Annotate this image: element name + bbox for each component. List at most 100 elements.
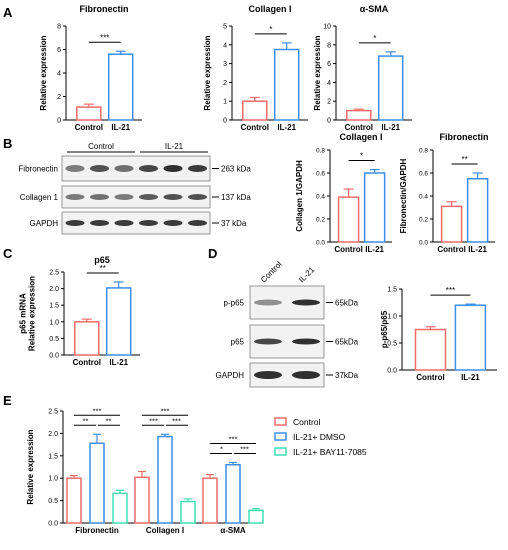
blot-row-label: Collagen 1: [20, 193, 59, 202]
legend-swatch: [274, 432, 287, 441]
blot-row-label: p-p65: [224, 299, 245, 308]
blot-size-label: 65kDa: [335, 299, 359, 308]
chart-title: Fibronectin: [80, 4, 129, 14]
blot-band: [254, 338, 282, 345]
chart-title: Fibronectin: [440, 132, 489, 142]
y-tick-label: 0.0: [48, 521, 58, 528]
x-tick-label: Control: [75, 123, 103, 132]
lane-label: Control: [259, 260, 284, 285]
y-tick-label: 0.5: [49, 336, 59, 343]
blots-layer: Control IL-21 Fibronectin 263 kDa Collagen 1…: [18, 142, 359, 388]
lane-label: IL-21: [297, 265, 317, 285]
bar: [225, 464, 241, 524]
bar: [414, 328, 447, 371]
x-tick-label: IL-21: [461, 373, 480, 382]
blot-band: [90, 165, 109, 172]
y-tick-label: 4: [223, 42, 227, 49]
chart-a3: 0 2 4 6 8 10 α-SMA Relative expression Control IL…: [313, 4, 412, 132]
blot-band: [163, 165, 183, 172]
x-tick-label: Control: [241, 123, 269, 132]
blot-band: [114, 220, 134, 226]
charts-layer: 0 2 4 6 8 Fibronectin Relative expression Contr…: [19, 4, 497, 535]
significance-label: ***: [93, 406, 102, 415]
y-tick-label: 0.2: [419, 217, 428, 224]
y-tick-label: 1.5: [48, 453, 58, 460]
bar: [76, 106, 102, 121]
x-tick-label: Control: [416, 373, 444, 382]
y-tick-label: 0.0: [49, 353, 59, 360]
chart-d: 0.0 0.5 1.0 1.5 p-p65/p65 Control IL-21 ***: [380, 286, 497, 382]
y-tick-label: 0.0: [387, 368, 397, 375]
blot-strip: [61, 155, 211, 182]
chart-c: 0.0 0.5 1.0 1.5 2.0 2.5 p65 p65 mRNARelative ex…: [19, 255, 140, 367]
chart-a2: 0 1 2 3 4 5 Collagen I Relative expression Contr…: [203, 4, 308, 132]
group-label: IL-21: [165, 142, 184, 151]
blot-band: [163, 194, 183, 200]
y-tick-label: 0.0: [419, 240, 428, 247]
panel-label-b: B: [3, 136, 12, 151]
legend-label: IL-21+ DMSO: [293, 432, 346, 442]
blot-band: [90, 220, 109, 226]
blot-band: [254, 371, 282, 379]
significance-label: ***: [240, 445, 249, 454]
blot-strip: [61, 185, 211, 209]
bar: [440, 205, 463, 243]
chart-b2: 0.0 0.2 0.4 0.6 0.8 Fibronectin Fibronectin/GA…: [399, 132, 495, 254]
blot-row-label: GAPDH: [216, 371, 245, 380]
blot-band: [188, 194, 207, 200]
bar: [337, 196, 360, 243]
chart-b1: 0.0 0.2 0.4 0.6 0.8 Collagen I Collagen 1/GAPD…: [295, 132, 392, 254]
x-tick-label: IL-21: [365, 245, 384, 254]
group-label: Control: [88, 142, 114, 151]
x-tick-label: Control: [345, 123, 373, 132]
y-tick-label: 4: [327, 80, 331, 87]
x-tick-label: α-SMA: [220, 526, 246, 535]
y-tick-label: 8: [57, 24, 61, 31]
y-tick-label: 2: [57, 94, 61, 101]
y-tick-label: 2.5: [49, 270, 59, 277]
blot-strip: [61, 211, 211, 235]
legend-swatch: [274, 417, 287, 426]
x-tick-label: Control: [334, 245, 362, 254]
bar: [346, 109, 372, 121]
blot-size-label: 263 kDa: [221, 165, 251, 174]
blot-band: [188, 165, 207, 172]
y-tick-label: 0.8: [419, 148, 428, 155]
significance-label: **: [462, 155, 468, 164]
y-axis-label: Relative expression: [203, 35, 212, 110]
y-tick-label: 1: [223, 99, 227, 106]
y-axis-label: Fibronectin/GAPDH: [399, 158, 408, 233]
legend-label: IL-21+ BAY11-7085: [293, 447, 367, 457]
bar: [112, 492, 128, 524]
chart-e: 0.0 0.5 1.0 1.5 2.0 2.5 Relative expression Fib…: [26, 406, 367, 535]
blot-band: [163, 220, 183, 226]
blot-row-label: p65: [231, 338, 245, 347]
blot-band: [65, 165, 85, 172]
legend-swatch: [274, 447, 287, 456]
blot-band: [139, 165, 158, 172]
significance-label: ***: [161, 406, 170, 415]
blot-band: [90, 194, 109, 200]
bar: [454, 304, 487, 371]
y-tick-label: 0.6: [316, 171, 325, 178]
y-tick-label: 0.8: [316, 148, 325, 155]
significance-label: ***: [229, 435, 238, 444]
blot-band: [292, 371, 320, 379]
legend-label: Control: [293, 417, 321, 427]
y-tick-label: 10: [323, 24, 331, 31]
bar: [107, 53, 134, 121]
bar: [466, 178, 489, 243]
y-tick-label: 0.4: [316, 194, 325, 201]
y-tick-label: 3: [223, 61, 227, 68]
x-tick-label: IL-21: [468, 245, 487, 254]
panel-label-e: E: [3, 393, 12, 408]
blot-size-label: 65kDa: [335, 338, 359, 347]
significance-label: *: [220, 445, 223, 454]
blot-row-label: Fibronectin: [18, 165, 58, 174]
y-axis-label: Relative expression: [39, 35, 48, 110]
blot-band: [65, 194, 85, 200]
bar: [105, 287, 132, 356]
chart-title: Collagen I: [248, 4, 291, 14]
y-tick-label: 1.0: [48, 476, 58, 483]
y-tick-label: 0: [327, 118, 331, 125]
